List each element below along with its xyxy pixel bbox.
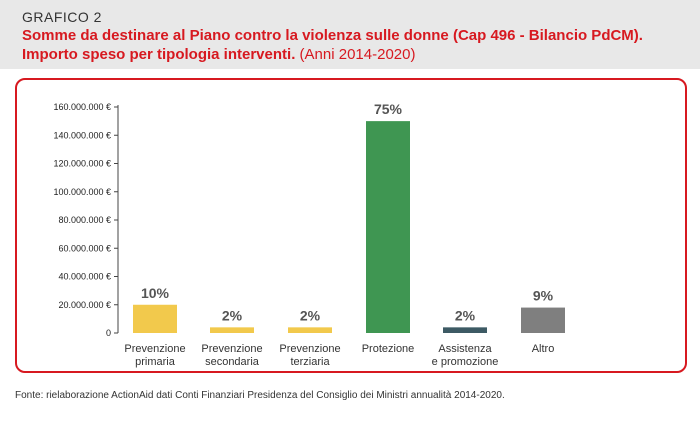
x-category-label-line: e promozione (432, 356, 499, 368)
x-category-label: Assistenza e promozione (432, 343, 499, 368)
bar-percent-label: 2% (222, 307, 243, 323)
y-tick-label: 60.000.000 € (58, 243, 111, 253)
bar-percent-label: 2% (300, 307, 321, 323)
x-category-label-line: Prevenzione (124, 343, 185, 355)
x-category-label-line: primaria (135, 356, 176, 368)
x-category-label: Prevenzione secondaria (201, 343, 262, 368)
x-category-label-line: Prevenzione (201, 343, 262, 355)
chart-header: GRAFICO 2 Somme da destinare al Piano co… (0, 0, 700, 69)
x-category-label-line: Prevenzione (279, 343, 340, 355)
bar-percent-label: 10% (141, 285, 170, 301)
y-tick-label: 20.000.000 € (58, 300, 111, 310)
y-tick-label: 0 (106, 328, 111, 338)
y-tick-label: 80.000.000 € (58, 215, 111, 225)
bar-percent-label: 75% (374, 101, 403, 117)
x-category-label: Altro (532, 343, 555, 355)
x-category-label-line: terziaria (290, 356, 330, 368)
y-tick-label: 100.000.000 € (53, 187, 111, 197)
x-category-label-line: Assistenza (438, 343, 492, 355)
x-category-label: Prevenzione primaria (124, 343, 185, 368)
bar (133, 304, 177, 333)
bar (521, 307, 565, 333)
x-category-label: Protezione (362, 343, 415, 355)
chart-title: Somme da destinare al Piano contro la vi… (22, 26, 690, 64)
bar (210, 327, 254, 333)
x-category-label-line: Protezione (362, 343, 415, 355)
x-category-label: Prevenzione terziaria (279, 343, 340, 368)
chart-card (15, 78, 687, 373)
figure-number: GRAFICO 2 (22, 9, 102, 25)
chart-title-main: Somme da destinare al Piano contro la vi… (22, 27, 643, 63)
y-tick-label: 160.000.000 € (53, 102, 111, 112)
x-category-label-line: Altro (532, 343, 555, 355)
bar-percent-label: 9% (533, 288, 554, 304)
chart-title-years: (Anni 2014-2020) (299, 46, 416, 63)
bar (366, 121, 410, 333)
y-tick-label: 40.000.000 € (58, 272, 111, 282)
bar (443, 327, 487, 333)
x-category-label-line: secondaria (205, 356, 260, 368)
y-tick-label: 140.000.000 € (53, 130, 111, 140)
y-tick-label: 120.000.000 € (53, 159, 111, 169)
source-note: Fonte: rielaborazione ActionAid dati Con… (15, 390, 505, 401)
bar (288, 327, 332, 333)
bar-percent-label: 2% (455, 307, 476, 323)
